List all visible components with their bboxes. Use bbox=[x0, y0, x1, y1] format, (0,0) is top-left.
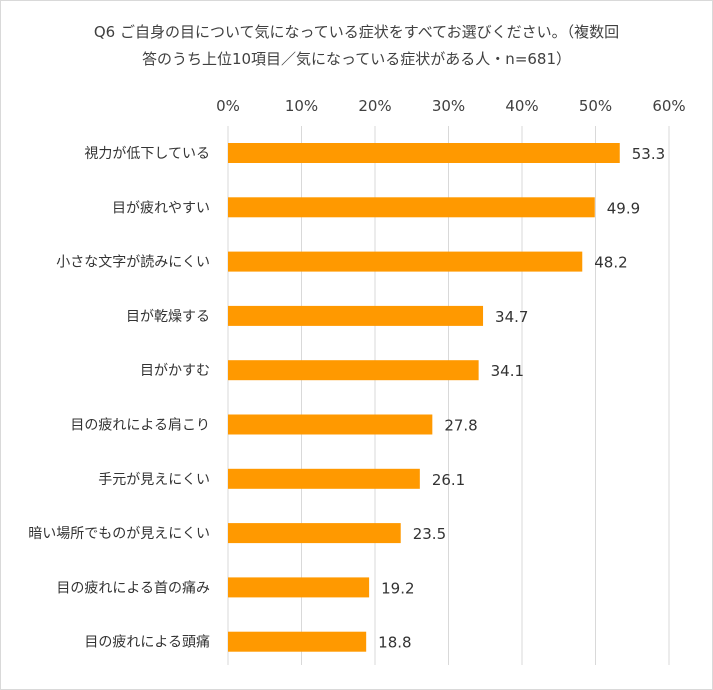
category-label-5: 目の疲れによる肩こり bbox=[70, 417, 210, 434]
chart-title-line-1: Q6 ご自身の目について気になっている症状をすべてお選びください。（複数回 bbox=[93, 23, 620, 41]
data-label-1: 49.9 bbox=[607, 199, 640, 217]
bar-9 bbox=[228, 631, 367, 652]
bar-4 bbox=[228, 360, 479, 381]
category-label-0: 視力が低下している bbox=[84, 146, 210, 162]
category-label-3: 目が乾燥する bbox=[126, 309, 210, 325]
data-label-7: 23.5 bbox=[413, 525, 446, 543]
x-tick-label-4: 40% bbox=[505, 97, 538, 115]
category-label-7: 暗い場所でものが見えにくい bbox=[28, 526, 210, 542]
chart-title-line-2: 答のうち上位10項目／気になっている症状がある人・n=681） bbox=[141, 50, 572, 68]
category-label-9: 目の疲れによる頭痛 bbox=[84, 634, 210, 651]
category-label-2: 小さな文字が読みにくい bbox=[56, 254, 210, 271]
x-tick-label-6: 60% bbox=[652, 97, 685, 115]
bar-7 bbox=[228, 523, 401, 544]
category-label-6: 手元が見えにくい bbox=[98, 472, 210, 488]
bar-1 bbox=[228, 197, 595, 218]
bar-8 bbox=[228, 577, 370, 598]
data-label-2: 48.2 bbox=[594, 254, 627, 272]
x-tick-label-5: 50% bbox=[579, 97, 612, 115]
chart-title: Q6 ご自身の目について気になっている症状をすべてお選びください。（複数回 答の… bbox=[1, 19, 712, 73]
data-label-5: 27.8 bbox=[444, 417, 477, 435]
category-label-4: 目がかすむ bbox=[140, 363, 210, 379]
data-label-4: 34.1 bbox=[491, 362, 524, 380]
bar-3 bbox=[228, 305, 484, 326]
bar-2 bbox=[228, 251, 583, 272]
x-tick-label-2: 20% bbox=[358, 97, 391, 115]
category-label-1: 目が疲れやすい bbox=[112, 199, 210, 216]
data-label-6: 26.1 bbox=[432, 471, 465, 489]
category-label-8: 目の疲れによる首の痛み bbox=[56, 579, 210, 596]
x-tick-label-3: 30% bbox=[432, 97, 465, 115]
data-label-8: 19.2 bbox=[381, 579, 414, 597]
bar-0 bbox=[228, 143, 620, 163]
bar-5 bbox=[228, 414, 433, 435]
data-label-9: 18.8 bbox=[378, 634, 411, 652]
x-tick-label-1: 10% bbox=[285, 97, 318, 115]
data-label-3: 34.7 bbox=[495, 308, 528, 326]
data-label-0: 53.3 bbox=[632, 145, 665, 163]
bar-6 bbox=[228, 468, 420, 489]
x-tick-label-0: 0% bbox=[216, 97, 240, 115]
